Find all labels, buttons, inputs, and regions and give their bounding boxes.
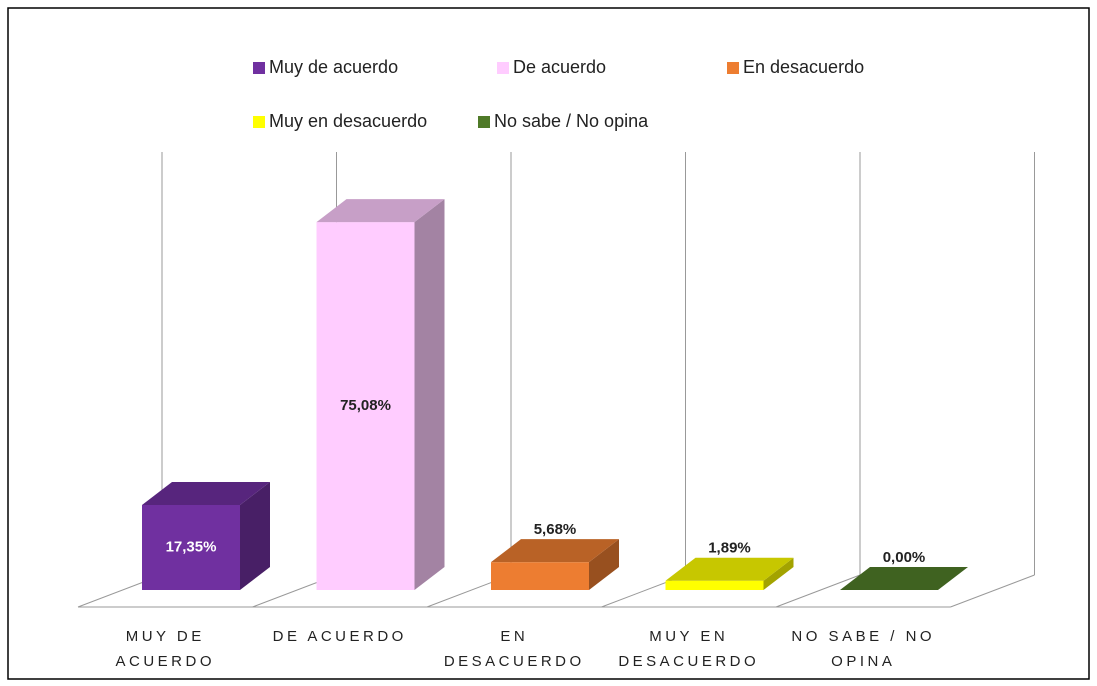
legend-label: Muy de acuerdo	[269, 57, 398, 77]
data-label: 75,08%	[340, 397, 391, 414]
data-label: 5,68%	[534, 521, 577, 538]
x-tick-label: EN DESACUERDO	[443, 628, 585, 670]
x-tick-label: MUY EN DESACUERDO	[618, 628, 760, 670]
x-tick-label: MUY DE ACUERDO	[115, 628, 215, 670]
x-tick-label: NO SABE / NO OPINA	[791, 628, 936, 670]
legend-swatch	[253, 62, 265, 74]
bar-side	[414, 199, 445, 590]
bar-top	[316, 199, 445, 223]
legend-swatch	[253, 116, 265, 128]
legend-swatch	[478, 116, 490, 128]
bar-top	[840, 567, 968, 590]
bar-side	[763, 557, 794, 590]
bar-front	[665, 580, 764, 590]
bar-front	[491, 562, 589, 590]
legend-label: No sabe / No opina	[494, 111, 649, 131]
bar-top	[491, 539, 619, 563]
data-label: 17,35%	[166, 538, 217, 555]
data-label: 1,89%	[708, 540, 751, 557]
legend-swatch	[497, 62, 509, 74]
legend-label: En desacuerdo	[743, 57, 864, 77]
bar-side	[240, 481, 270, 590]
grid-line	[775, 574, 861, 608]
legend-swatch	[727, 62, 739, 74]
legend-label: Muy en desacuerdo	[269, 111, 427, 131]
bar-side	[589, 539, 619, 590]
grid-line	[950, 574, 1035, 608]
bar-top	[142, 481, 270, 505]
legend-label: De acuerdo	[513, 57, 606, 77]
data-label: 0,00%	[883, 549, 926, 566]
x-tick-label: DE ACUERDO	[272, 628, 407, 645]
bar-top	[665, 557, 794, 581]
bar-front	[142, 504, 240, 590]
bar-front	[316, 222, 415, 590]
